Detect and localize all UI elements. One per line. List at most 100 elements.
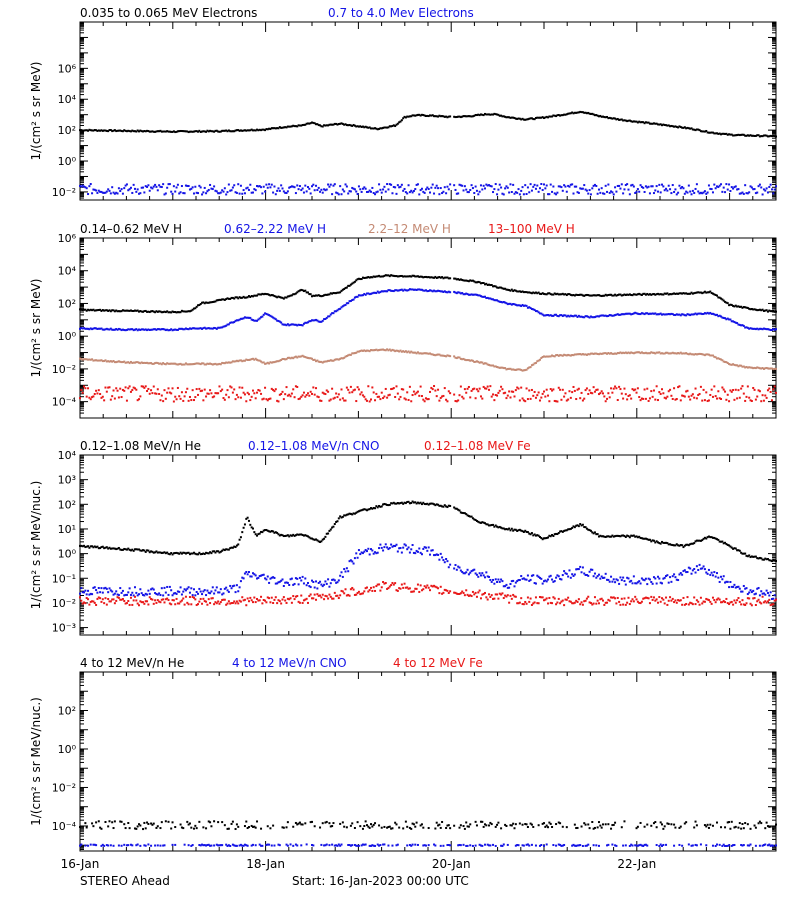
data-point: [497, 286, 500, 289]
data-point: [348, 284, 351, 287]
data-point: [490, 580, 493, 583]
data-point: [105, 327, 108, 330]
data-point: [359, 294, 362, 297]
data-point: [516, 117, 519, 120]
data-point: [202, 301, 205, 304]
data-point: [168, 602, 171, 605]
data-point: [530, 388, 533, 391]
data-point: [238, 296, 241, 299]
data-point: [205, 301, 208, 304]
data-point: [714, 294, 717, 297]
data-point: [410, 400, 413, 403]
legend-label: 0.12–1.08 MeV/n CNO: [248, 439, 379, 453]
data-point: [732, 363, 735, 366]
data-point: [101, 328, 104, 331]
data-point: [91, 309, 94, 312]
data-point: [156, 328, 159, 331]
data-point: [528, 366, 531, 369]
data-point: [577, 294, 580, 297]
data-point: [490, 185, 493, 188]
data-point: [603, 116, 606, 119]
data-point: [229, 297, 232, 300]
data-point: [103, 399, 106, 402]
data-point: [438, 353, 441, 356]
data-point: [635, 391, 638, 394]
data-point: [687, 292, 690, 295]
data-point: [730, 186, 733, 189]
data-point: [274, 318, 277, 321]
data-point: [384, 503, 387, 506]
data-point: [478, 572, 481, 575]
data-point: [744, 399, 747, 402]
data-point: [549, 115, 552, 118]
data-point: [494, 365, 497, 368]
data-point: [488, 297, 491, 300]
data-point: [512, 183, 515, 186]
data-point: [340, 122, 343, 125]
data-point: [382, 126, 385, 129]
data-point: [572, 525, 575, 528]
data-point: [775, 367, 777, 370]
data-point: [665, 541, 668, 544]
data-point: [481, 282, 484, 285]
data-point: [270, 294, 273, 297]
data-point: [164, 329, 167, 332]
data-point: [650, 122, 653, 125]
data-point: [630, 120, 633, 123]
data-point: [195, 191, 198, 194]
data-point: [186, 363, 189, 366]
data-point: [383, 349, 386, 352]
data-point: [241, 531, 244, 534]
data-point: [732, 134, 735, 137]
data-point: [715, 185, 718, 188]
data-point: [481, 361, 484, 364]
data-point: [170, 552, 173, 555]
data-point: [360, 349, 363, 352]
data-point: [162, 362, 165, 365]
data-point: [697, 128, 700, 131]
data-point: [357, 388, 360, 391]
data-point: [327, 359, 330, 362]
data-point: [427, 398, 430, 401]
data-point: [123, 599, 126, 602]
data-point: [210, 392, 213, 395]
data-point: [345, 513, 348, 516]
data-point: [190, 399, 193, 402]
data-point: [119, 360, 122, 363]
data-point: [762, 367, 765, 370]
data-point: [308, 585, 311, 588]
data-point: [547, 193, 550, 196]
data-point: [555, 400, 558, 403]
data-point: [158, 130, 161, 133]
data-point: [104, 586, 107, 589]
data-point: [666, 542, 669, 545]
data-point: [718, 314, 721, 317]
data-point: [437, 353, 440, 356]
data-point: [160, 587, 163, 590]
data-point: [398, 350, 401, 353]
data-point: [83, 327, 86, 330]
data-point: [353, 124, 356, 127]
data-point: [325, 293, 328, 296]
data-point: [473, 518, 476, 521]
data-point: [703, 130, 706, 133]
data-point: [391, 545, 394, 548]
data-point: [120, 130, 123, 133]
data-point: [532, 291, 535, 294]
data-point: [288, 535, 291, 538]
data-point: [131, 129, 134, 132]
data-point: [235, 544, 238, 547]
data-point: [463, 358, 466, 361]
data-point: [764, 134, 767, 137]
data-point: [172, 311, 175, 314]
data-point: [233, 184, 236, 187]
data-point: [522, 530, 525, 533]
data-point: [286, 323, 289, 326]
data-point: [707, 399, 710, 402]
data-point: [722, 316, 725, 319]
data-point: [471, 187, 474, 190]
data-point: [315, 580, 318, 583]
data-point: [588, 529, 591, 532]
data-point: [163, 310, 166, 313]
data-point: [213, 363, 216, 366]
